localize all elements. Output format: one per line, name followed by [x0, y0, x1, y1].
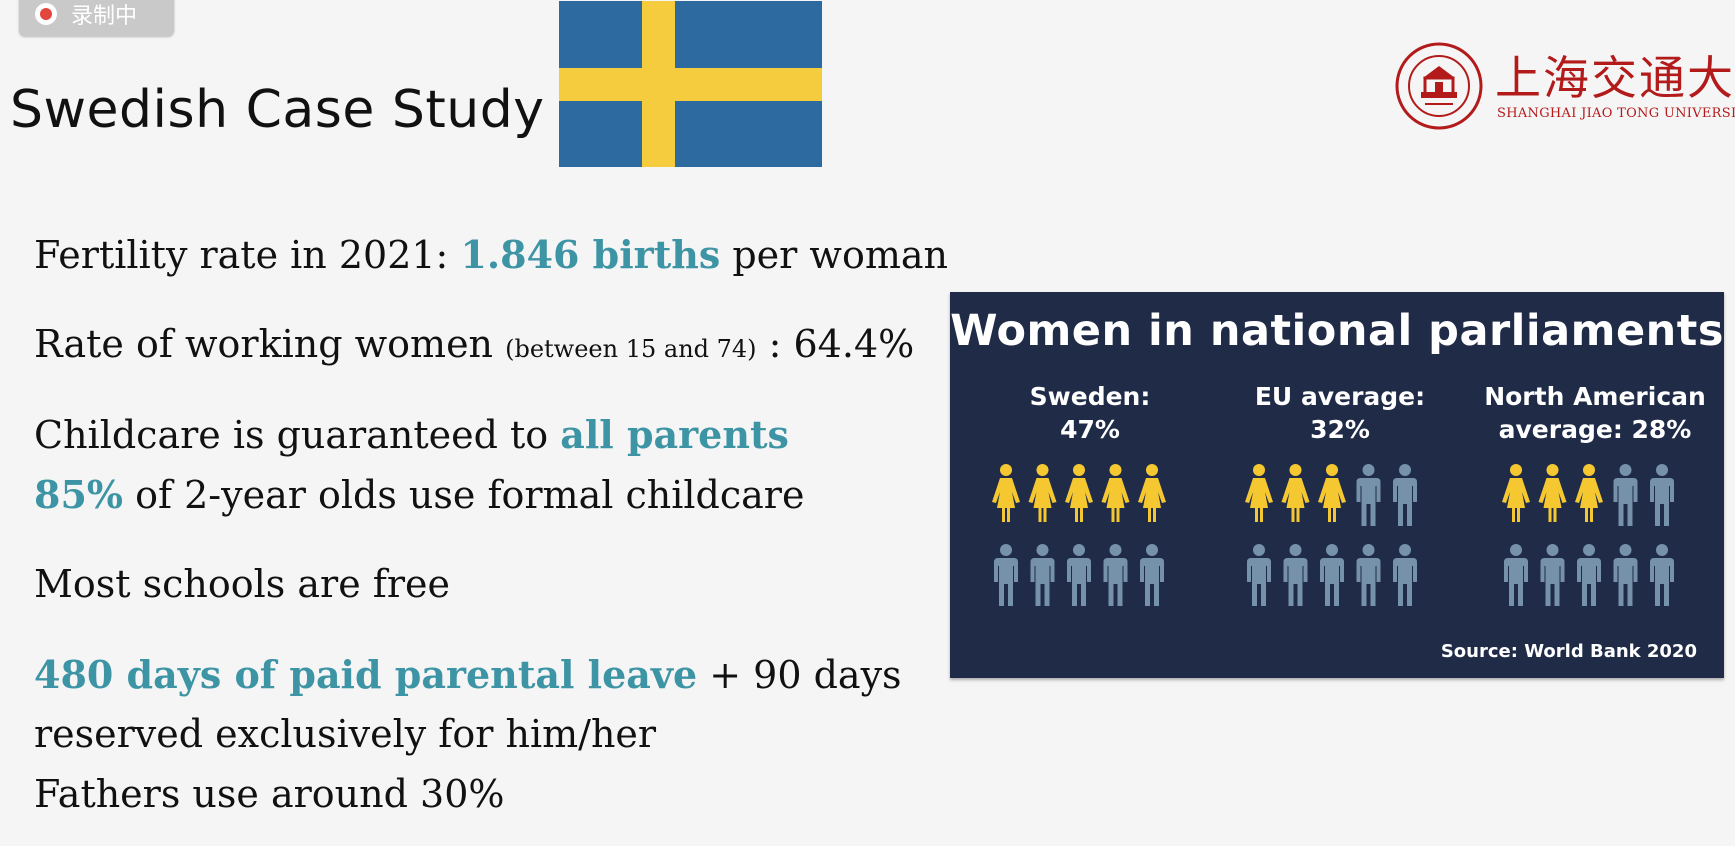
woman-icon: [1575, 464, 1603, 522]
childcare-highlight: all parents: [560, 412, 789, 457]
man-icon: [1393, 464, 1417, 526]
woman-icon: [1245, 464, 1273, 522]
man-icon: [1613, 464, 1638, 526]
infographic-title: Women in national parliaments: [950, 306, 1724, 356]
man-icon: [1103, 544, 1128, 606]
woman-icon: [1065, 464, 1093, 522]
man-icon: [1356, 464, 1381, 526]
recording-label: 录制中: [71, 4, 138, 29]
schools-line: Most schools are free: [34, 562, 450, 606]
man-icon: [1650, 544, 1674, 606]
university-seal-icon: [1395, 42, 1483, 130]
formal-childcare-text: of 2-year olds use formal childcare: [123, 473, 805, 517]
fathers-line: Fathers use around 30%: [34, 772, 505, 816]
fertility-line: Fertility rate in 2021: 1.846 births per…: [34, 232, 948, 277]
parliament-infographic: Women in national parliaments Sweden: 47…: [950, 292, 1724, 678]
pictogram-grid: [992, 464, 1674, 606]
man-icon: [1650, 464, 1674, 526]
woman-icon: [1502, 464, 1530, 522]
group-eu-value: 32%: [1310, 415, 1370, 444]
woman-icon: [992, 464, 1020, 522]
woman-icon: [1101, 464, 1130, 522]
man-icon: [1247, 544, 1271, 606]
woman-icon: [1318, 464, 1346, 522]
fertility-label: Fertility rate in 2021:: [34, 233, 461, 277]
university-logo: 上海交通大学 SHANGHAI JIAO TONG UNIVERSITY: [1395, 42, 1735, 132]
group-label-north-america: North American average: 28%: [1475, 380, 1715, 446]
fertility-value: 1.846 births: [460, 232, 721, 277]
reserved-line: reserved exclusively for him/her: [34, 712, 657, 756]
working-women-label: Rate of working women: [34, 322, 506, 366]
university-name-en: SHANGHAI JIAO TONG UNIVERSITY: [1497, 106, 1735, 121]
group-label-sweden: Sweden: 47%: [990, 380, 1190, 446]
group-sweden-value: 47%: [1060, 415, 1120, 444]
slide-title: Swedish Case Study: [10, 80, 545, 140]
group-sweden-name: Sweden:: [1029, 382, 1151, 411]
man-icon: [1504, 544, 1528, 606]
record-icon: [35, 3, 57, 25]
man-icon: [1613, 544, 1638, 606]
man-icon: [994, 544, 1018, 606]
group-label-eu: EU average: 32%: [1235, 380, 1445, 446]
woman-icon: [1028, 464, 1057, 522]
reserved-days: + 90 days: [697, 653, 902, 697]
parental-leave-line: 480 days of paid parental leave + 90 day…: [34, 652, 902, 697]
university-name-cn: 上海交通大学: [1495, 51, 1735, 105]
childcare-label: Childcare is guaranteed to: [34, 413, 561, 457]
working-women-value: : 64.4%: [756, 322, 915, 366]
group-north-america-name: North American: [1484, 382, 1706, 411]
woman-icon: [1281, 464, 1310, 522]
man-icon: [1140, 544, 1164, 606]
formal-childcare-line: 85% of 2-year olds use formal childcare: [34, 472, 804, 517]
group-eu-name: EU average:: [1254, 382, 1426, 411]
sweden-flag-icon: [559, 1, 822, 167]
formal-childcare-percent: 85%: [34, 472, 123, 517]
woman-icon: [1538, 464, 1567, 522]
man-icon: [1577, 544, 1601, 606]
fertility-unit: per woman: [720, 233, 948, 277]
man-icon: [1320, 544, 1344, 606]
recording-indicator[interactable]: 录制中: [19, 0, 174, 36]
man-icon: [1393, 544, 1417, 606]
man-icon: [1030, 544, 1055, 606]
working-women-age-range: (between 15 and 74): [505, 335, 757, 363]
childcare-line: Childcare is guaranteed to all parents: [34, 412, 789, 457]
infographic-source: Source: World Bank 2020: [1440, 641, 1697, 662]
man-icon: [1356, 544, 1381, 606]
man-icon: [1540, 544, 1565, 606]
parental-leave-days: 480 days of paid parental leave: [34, 652, 698, 697]
man-icon: [1067, 544, 1091, 606]
working-women-line: Rate of working women (between 15 and 74…: [34, 322, 914, 366]
group-north-america-value: average: 28%: [1498, 415, 1692, 444]
woman-icon: [1138, 464, 1166, 522]
man-icon: [1283, 544, 1308, 606]
